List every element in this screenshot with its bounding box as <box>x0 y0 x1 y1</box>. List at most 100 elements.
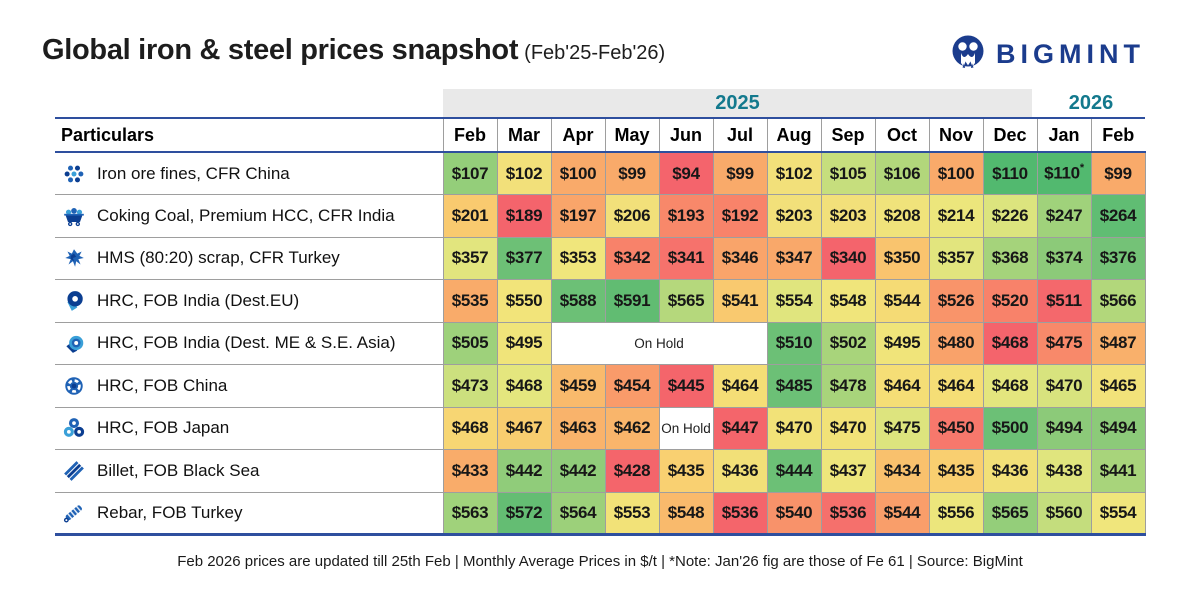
price-cell: $535 <box>442 279 498 323</box>
row-label: Coking Coal, Premium HCC, CFR India <box>97 205 395 225</box>
price-cell: $107 <box>442 151 498 195</box>
price-cell: $357 <box>442 236 498 280</box>
particulars-header: Particulars <box>55 117 443 153</box>
on-hold-cell: On Hold <box>550 321 768 365</box>
table-row: HRC, FOB Japan $468 $467 $463 $462 On Hold $44… <box>55 406 1146 450</box>
price-cell: $105 <box>820 151 876 195</box>
price-cell: $459 <box>550 364 606 408</box>
price-cell: $495 <box>496 321 552 365</box>
price-cell: $264 <box>1090 194 1146 238</box>
price-cell: $377 <box>496 236 552 280</box>
price-cell: $468 <box>442 406 498 450</box>
price-cell: $247 <box>1036 194 1092 238</box>
row-label: HRC, FOB Japan <box>97 418 230 438</box>
row-label: Rebar, FOB Turkey <box>97 502 243 522</box>
price-cell: $340 <box>820 236 876 280</box>
table-row: HRC, FOB China $473 $468 $459 $454 $445 $464 $4… <box>55 364 1146 408</box>
price-cell: $444 <box>766 449 822 493</box>
month-header-6-aug: Aug <box>766 117 821 153</box>
price-cell: $554 <box>766 279 822 323</box>
price-cell: $342 <box>604 236 660 280</box>
price-cell: $341 <box>658 236 714 280</box>
price-cell: $566 <box>1090 279 1146 323</box>
price-cell: $434 <box>874 449 930 493</box>
price-cell: $470 <box>1036 364 1092 408</box>
title-text: Global iron & steel prices snapshot <box>42 34 519 66</box>
price-cell: $485 <box>766 364 822 408</box>
price-cell: $368 <box>982 236 1038 280</box>
price-cell: $99 <box>604 151 660 195</box>
row-label-cell: Coking Coal, Premium HCC, CFR India <box>55 194 444 238</box>
price-cell: $560 <box>1036 491 1092 536</box>
price-cell: $214 <box>928 194 984 238</box>
table-row: HRC, FOB India (Dest. ME & S.E. Asia) $50… <box>55 321 1146 365</box>
price-cell: $347 <box>766 236 822 280</box>
price-cell: $206 <box>604 194 660 238</box>
price-cell: $208 <box>874 194 930 238</box>
price-cell: $447 <box>712 406 768 450</box>
price-cell: $442 <box>550 449 606 493</box>
price-cell: $99 <box>712 151 768 195</box>
coil-segment-icon <box>62 374 88 398</box>
price-cell: $494 <box>1090 406 1146 450</box>
price-cell: $94 <box>658 151 714 195</box>
price-cell: $475 <box>1036 321 1092 365</box>
price-table: 2025 2026 Particulars Feb Mar Apr May Jun Jul Aug… <box>55 88 1146 536</box>
price-cell: $197 <box>550 194 606 238</box>
price-cell: $435 <box>658 449 714 493</box>
coils-icon <box>62 416 88 440</box>
bigmint-logo-text: BIGMINT <box>996 39 1145 69</box>
price-cell: $450 <box>928 406 984 450</box>
coil-icon <box>62 289 88 313</box>
table-row: HMS (80:20) scrap, CFR Turkey $357 $377 $35… <box>55 236 1146 280</box>
row-label: HRC, FOB India (Dest. ME & S.E. Asia) <box>97 333 396 353</box>
price-cell: $441 <box>1090 449 1146 493</box>
price-cell: $553 <box>604 491 660 536</box>
price-cell: $464 <box>928 364 984 408</box>
price-cell: $536 <box>820 491 876 536</box>
price-cell: $110 <box>982 151 1038 195</box>
row-label: HMS (80:20) scrap, CFR Turkey <box>97 248 340 268</box>
price-cell: $192 <box>712 194 768 238</box>
table-row: Billet, FOB Black Sea $433 $442 $442 $428 $43… <box>55 449 1146 493</box>
price-cell: $591 <box>604 279 660 323</box>
row-label: HRC, FOB China <box>97 375 228 395</box>
price-cell: $588 <box>550 279 606 323</box>
price-cell: $226 <box>982 194 1038 238</box>
price-cell: $464 <box>712 364 768 408</box>
price-cell: $438 <box>1036 449 1092 493</box>
price-cell: $510 <box>766 321 822 365</box>
price-cell: $536 <box>712 491 768 536</box>
month-header-row: Particulars Feb Mar Apr May Jun Jul Aug Sep Oct No… <box>55 117 1145 153</box>
price-cell: $102 <box>496 151 552 195</box>
price-cell: $110* <box>1036 151 1092 195</box>
price-cell: $563 <box>442 491 498 536</box>
price-cell: $554 <box>1090 491 1146 536</box>
price-cell: $189 <box>496 194 552 238</box>
price-cell: $106 <box>874 151 930 195</box>
header: Global iron & steel prices snapshot (Feb'… <box>42 34 1145 77</box>
row-label-cell: Rebar, FOB Turkey <box>55 491 444 536</box>
price-cell: $465 <box>1090 364 1146 408</box>
bigmint-logo-icon <box>948 32 988 77</box>
price-cell: $435 <box>928 449 984 493</box>
year-header-2025: 2025 <box>443 88 1037 118</box>
row-label-cell: HRC, FOB China <box>55 364 444 408</box>
table-row: Coking Coal, Premium HCC, CFR India $201 $… <box>55 194 1146 238</box>
price-cell: $433 <box>442 449 498 493</box>
table-row: Iron ore fines, CFR China $107 $102 $100 $99… <box>55 151 1146 195</box>
billet-icon <box>62 459 88 483</box>
price-cell: $540 <box>766 491 822 536</box>
table-row: Rebar, FOB Turkey $563 $572 $564 $553 $548 $53… <box>55 491 1146 536</box>
month-header-12-feb: Feb <box>1090 117 1145 153</box>
rebar-icon <box>62 501 88 525</box>
row-label-cell: Iron ore fines, CFR China <box>55 151 444 195</box>
row-label: HRC, FOB India (Dest.EU) <box>97 290 300 310</box>
coil-swirl-icon <box>62 331 88 355</box>
month-header-5-jul: Jul <box>712 117 767 153</box>
year-header-2026: 2026 <box>1068 92 1114 114</box>
price-cell: $203 <box>820 194 876 238</box>
price-cell: $468 <box>496 364 552 408</box>
price-cell: $487 <box>1090 321 1146 365</box>
